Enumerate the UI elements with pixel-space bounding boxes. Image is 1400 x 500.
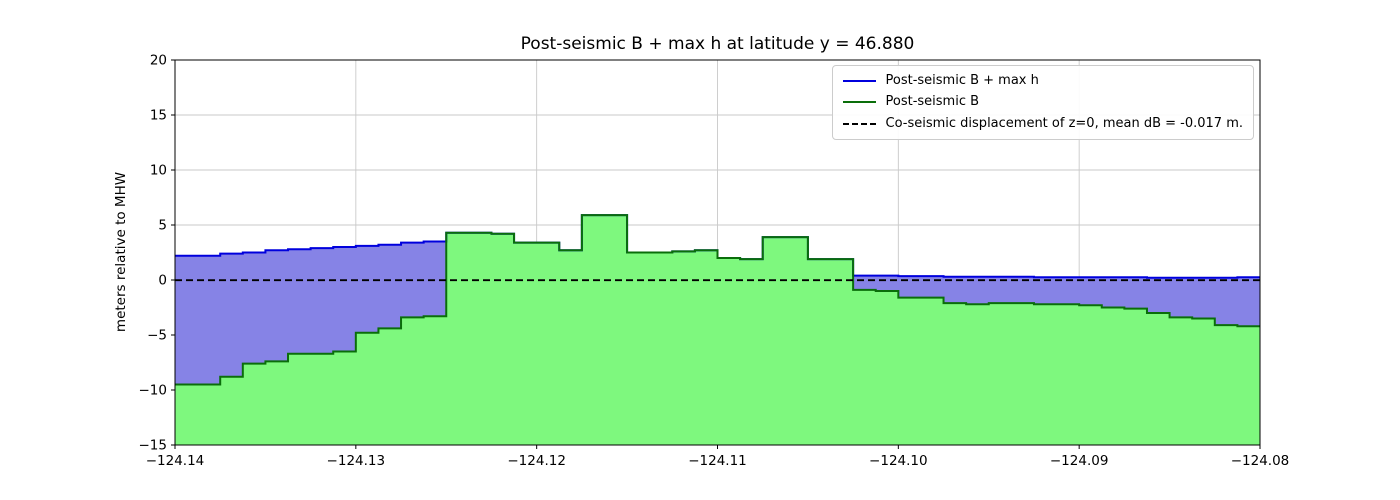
y-tick-label: 15 <box>150 108 167 124</box>
legend-label: Post-seismic B <box>885 94 980 110</box>
legend-entry-coseismic: Co-seismic displacement of z=0, mean dB … <box>842 115 1244 132</box>
x-tick-label: −124.11 <box>688 453 747 469</box>
x-tick-label: −124.10 <box>869 453 928 469</box>
y-tick-label: 0 <box>158 273 167 289</box>
y-tick-label: −10 <box>139 383 168 399</box>
y-tick-label: 5 <box>158 218 167 234</box>
y-tick-label: 20 <box>150 53 167 69</box>
chart-title: Post-seismic B + max h at latitude y = 4… <box>520 34 915 54</box>
legend-label: Co-seismic displacement of z=0, mean dB … <box>885 115 1244 131</box>
legend: Post-seismic B + max h Post-seismic B Co… <box>831 65 1254 140</box>
legend-line-sample-blue <box>842 80 876 83</box>
y-tick-label: −5 <box>147 328 167 344</box>
y-tick-label: 10 <box>150 163 167 179</box>
x-tick-label: −124.13 <box>327 453 386 469</box>
x-tick-label: −124.12 <box>507 453 566 469</box>
x-tick-label: −124.14 <box>146 453 205 469</box>
x-tick-label: −124.09 <box>1050 453 1109 469</box>
legend-line-sample-green <box>842 101 876 104</box>
legend-entry-b-plus-maxh: Post-seismic B + max h <box>842 73 1244 89</box>
series-line-post-seismic-b <box>175 214 1260 386</box>
y-tick-label: −15 <box>139 438 168 454</box>
y-axis-label: meters relative to MHW <box>113 171 129 333</box>
legend-line-sample-dashed <box>842 122 876 125</box>
legend-entry-b: Post-seismic B <box>842 94 1244 110</box>
x-tick-label: −124.08 <box>1231 453 1290 469</box>
legend-label: Post-seismic B + max h <box>885 73 1039 88</box>
